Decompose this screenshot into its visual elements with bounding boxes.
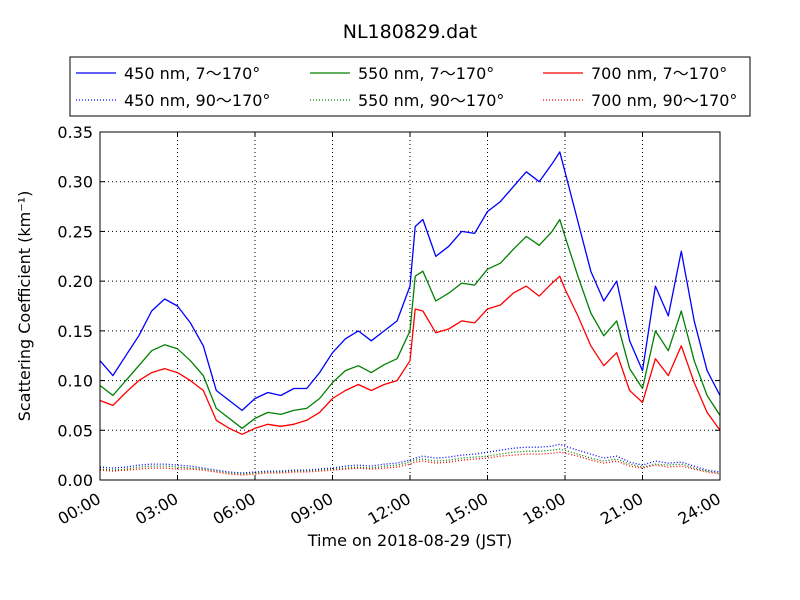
y-tick-label: 0.35 <box>57 123 93 142</box>
series-layer <box>99 151 721 476</box>
axis-ticks <box>99 131 721 481</box>
y-axis-label: Scattering Coefficient (km⁻¹) <box>15 191 34 422</box>
legend-label: 550 nm, 90～170° <box>358 91 504 110</box>
y-tick-label: 0.10 <box>57 372 93 391</box>
y-tick-label: 0.30 <box>57 173 93 192</box>
y-tick-label: 0.20 <box>57 272 93 291</box>
series-line <box>99 275 721 435</box>
series-line <box>99 151 721 412</box>
y-tick-label: 0.00 <box>57 471 93 490</box>
series-line <box>99 218 721 429</box>
legend-label: 450 nm, 90～170° <box>124 91 270 110</box>
y-tick-label: 0.05 <box>57 421 93 440</box>
y-tick-label: 0.25 <box>57 222 93 241</box>
legend-label: 550 nm, 7～170° <box>358 64 494 83</box>
legend-label: 700 nm, 90～170° <box>591 91 737 110</box>
x-axis-label: Time on 2018-08-29 (JST) <box>307 531 512 550</box>
legend: 450 nm, 7～170° 450 nm, 90～170° 550 nm, 7～1… <box>69 56 751 117</box>
series-line <box>99 448 721 475</box>
legend-label: 700 nm, 7～170° <box>591 64 727 83</box>
legend-label: 450 nm, 7～170° <box>124 64 260 83</box>
chart-title: NL180829.dat <box>343 21 478 43</box>
legend-frame <box>69 56 751 117</box>
y-tick-labels: 0.00 0.05 0.10 0.15 0.20 0.25 0.30 0.35 <box>57 123 93 490</box>
y-tick-label: 0.15 <box>57 322 93 341</box>
series-line <box>99 443 721 474</box>
series-line <box>99 451 721 476</box>
